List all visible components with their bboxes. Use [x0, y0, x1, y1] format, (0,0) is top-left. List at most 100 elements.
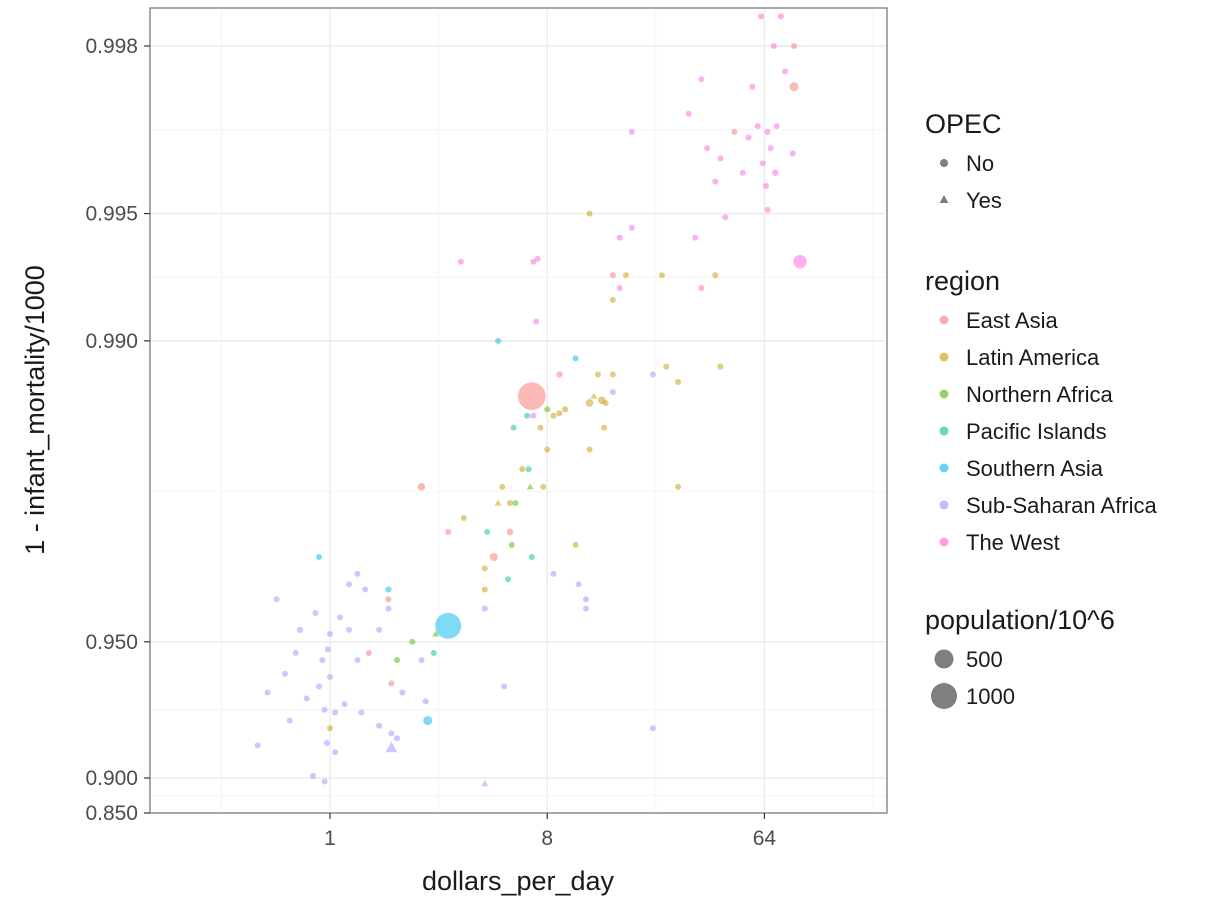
data-point [770, 43, 777, 49]
data-point [622, 272, 629, 279]
data-point [282, 670, 289, 677]
data-point [749, 83, 756, 90]
data-point [789, 150, 796, 157]
data-point [484, 528, 491, 535]
data-point [254, 742, 261, 749]
data-point [758, 13, 765, 20]
y-tick-label: 0.950 [85, 631, 138, 654]
data-point [717, 363, 724, 370]
data-point [663, 363, 670, 370]
data-point [324, 646, 331, 653]
legend-region-label: East Asia [966, 308, 1058, 333]
data-point [562, 406, 569, 413]
data-point [528, 554, 535, 561]
data-point [499, 483, 506, 490]
data-point [346, 581, 353, 588]
data-point [717, 155, 724, 162]
data-point [336, 614, 343, 621]
data-point [435, 612, 462, 639]
y-tick-label: 0.998 [85, 35, 138, 58]
legend-region-label: Pacific Islands [966, 419, 1107, 444]
data-point [583, 596, 590, 603]
data-point [432, 630, 440, 637]
legend-opec-no-label: No [966, 151, 994, 176]
data-point [323, 740, 330, 747]
data-point [550, 412, 557, 419]
data-point [315, 554, 322, 561]
data-point [481, 605, 488, 612]
data-point [722, 214, 729, 221]
data-point [649, 725, 656, 732]
data-point [739, 169, 746, 176]
data-point [745, 134, 752, 141]
data-point [358, 709, 365, 716]
data-point [601, 424, 608, 431]
data-point [530, 258, 537, 265]
legend-region-label: Southern Asia [966, 456, 1104, 481]
data-point [303, 695, 310, 702]
data-point [481, 780, 489, 787]
data-point [658, 272, 665, 279]
data-point [590, 392, 598, 399]
data-point [376, 626, 383, 633]
legend-region-label: Northern Africa [966, 382, 1113, 407]
data-point [628, 128, 635, 135]
data-point [685, 110, 692, 117]
data-point [292, 649, 299, 656]
data-point [767, 145, 774, 152]
data-point [764, 128, 771, 135]
data-point [594, 371, 601, 378]
data-point [777, 13, 784, 20]
legend-population-1000-key [931, 683, 957, 709]
data-point [327, 630, 333, 637]
data-point [772, 169, 779, 176]
x-tick-label: 64 [753, 827, 777, 850]
data-point [264, 689, 271, 696]
data-point [501, 683, 508, 690]
legend-region-label: Sub-Saharan Africa [966, 493, 1158, 518]
y-tick-label: 0.900 [85, 767, 138, 790]
data-point [319, 657, 326, 664]
legend-region-key [939, 389, 949, 399]
legend: OPEC No Yes region East Asia Latin Americ… [925, 109, 1158, 709]
legend-region-title: region [925, 266, 1000, 296]
data-point [537, 424, 544, 431]
data-point [649, 371, 656, 378]
data-point [376, 722, 383, 729]
data-point [731, 128, 738, 135]
data-point [675, 483, 682, 490]
data-point [321, 706, 328, 713]
data-point [508, 541, 515, 548]
data-point [365, 649, 372, 656]
data-point [512, 499, 519, 507]
legend-opec-no-key [940, 159, 948, 167]
data-point [385, 605, 392, 612]
data-point [698, 76, 705, 83]
data-point [409, 638, 416, 645]
data-point [585, 399, 594, 407]
data-point [418, 657, 425, 664]
data-point [341, 701, 348, 708]
x-axis-title: dollars_per_day [422, 866, 615, 896]
data-point [704, 145, 711, 152]
data-point [422, 698, 429, 705]
data-point [286, 717, 293, 724]
data-point [417, 483, 426, 491]
data-point [586, 210, 593, 217]
y-tick-label: 0.990 [85, 330, 138, 353]
legend-region-label: Latin America [966, 345, 1100, 370]
legend-region-key [939, 315, 949, 325]
data-point [530, 412, 537, 419]
data-point [540, 483, 547, 490]
data-point [754, 123, 761, 130]
data-point [793, 254, 807, 269]
data-point [609, 272, 616, 279]
data-point [556, 371, 563, 378]
y-axis-title: 1 - infant_mortality/1000 [20, 265, 50, 555]
data-point [609, 296, 616, 303]
data-point [394, 735, 401, 742]
data-point [481, 586, 488, 593]
legend-population-1000-label: 1000 [966, 684, 1015, 709]
data-point [609, 389, 616, 396]
data-point [712, 178, 719, 185]
